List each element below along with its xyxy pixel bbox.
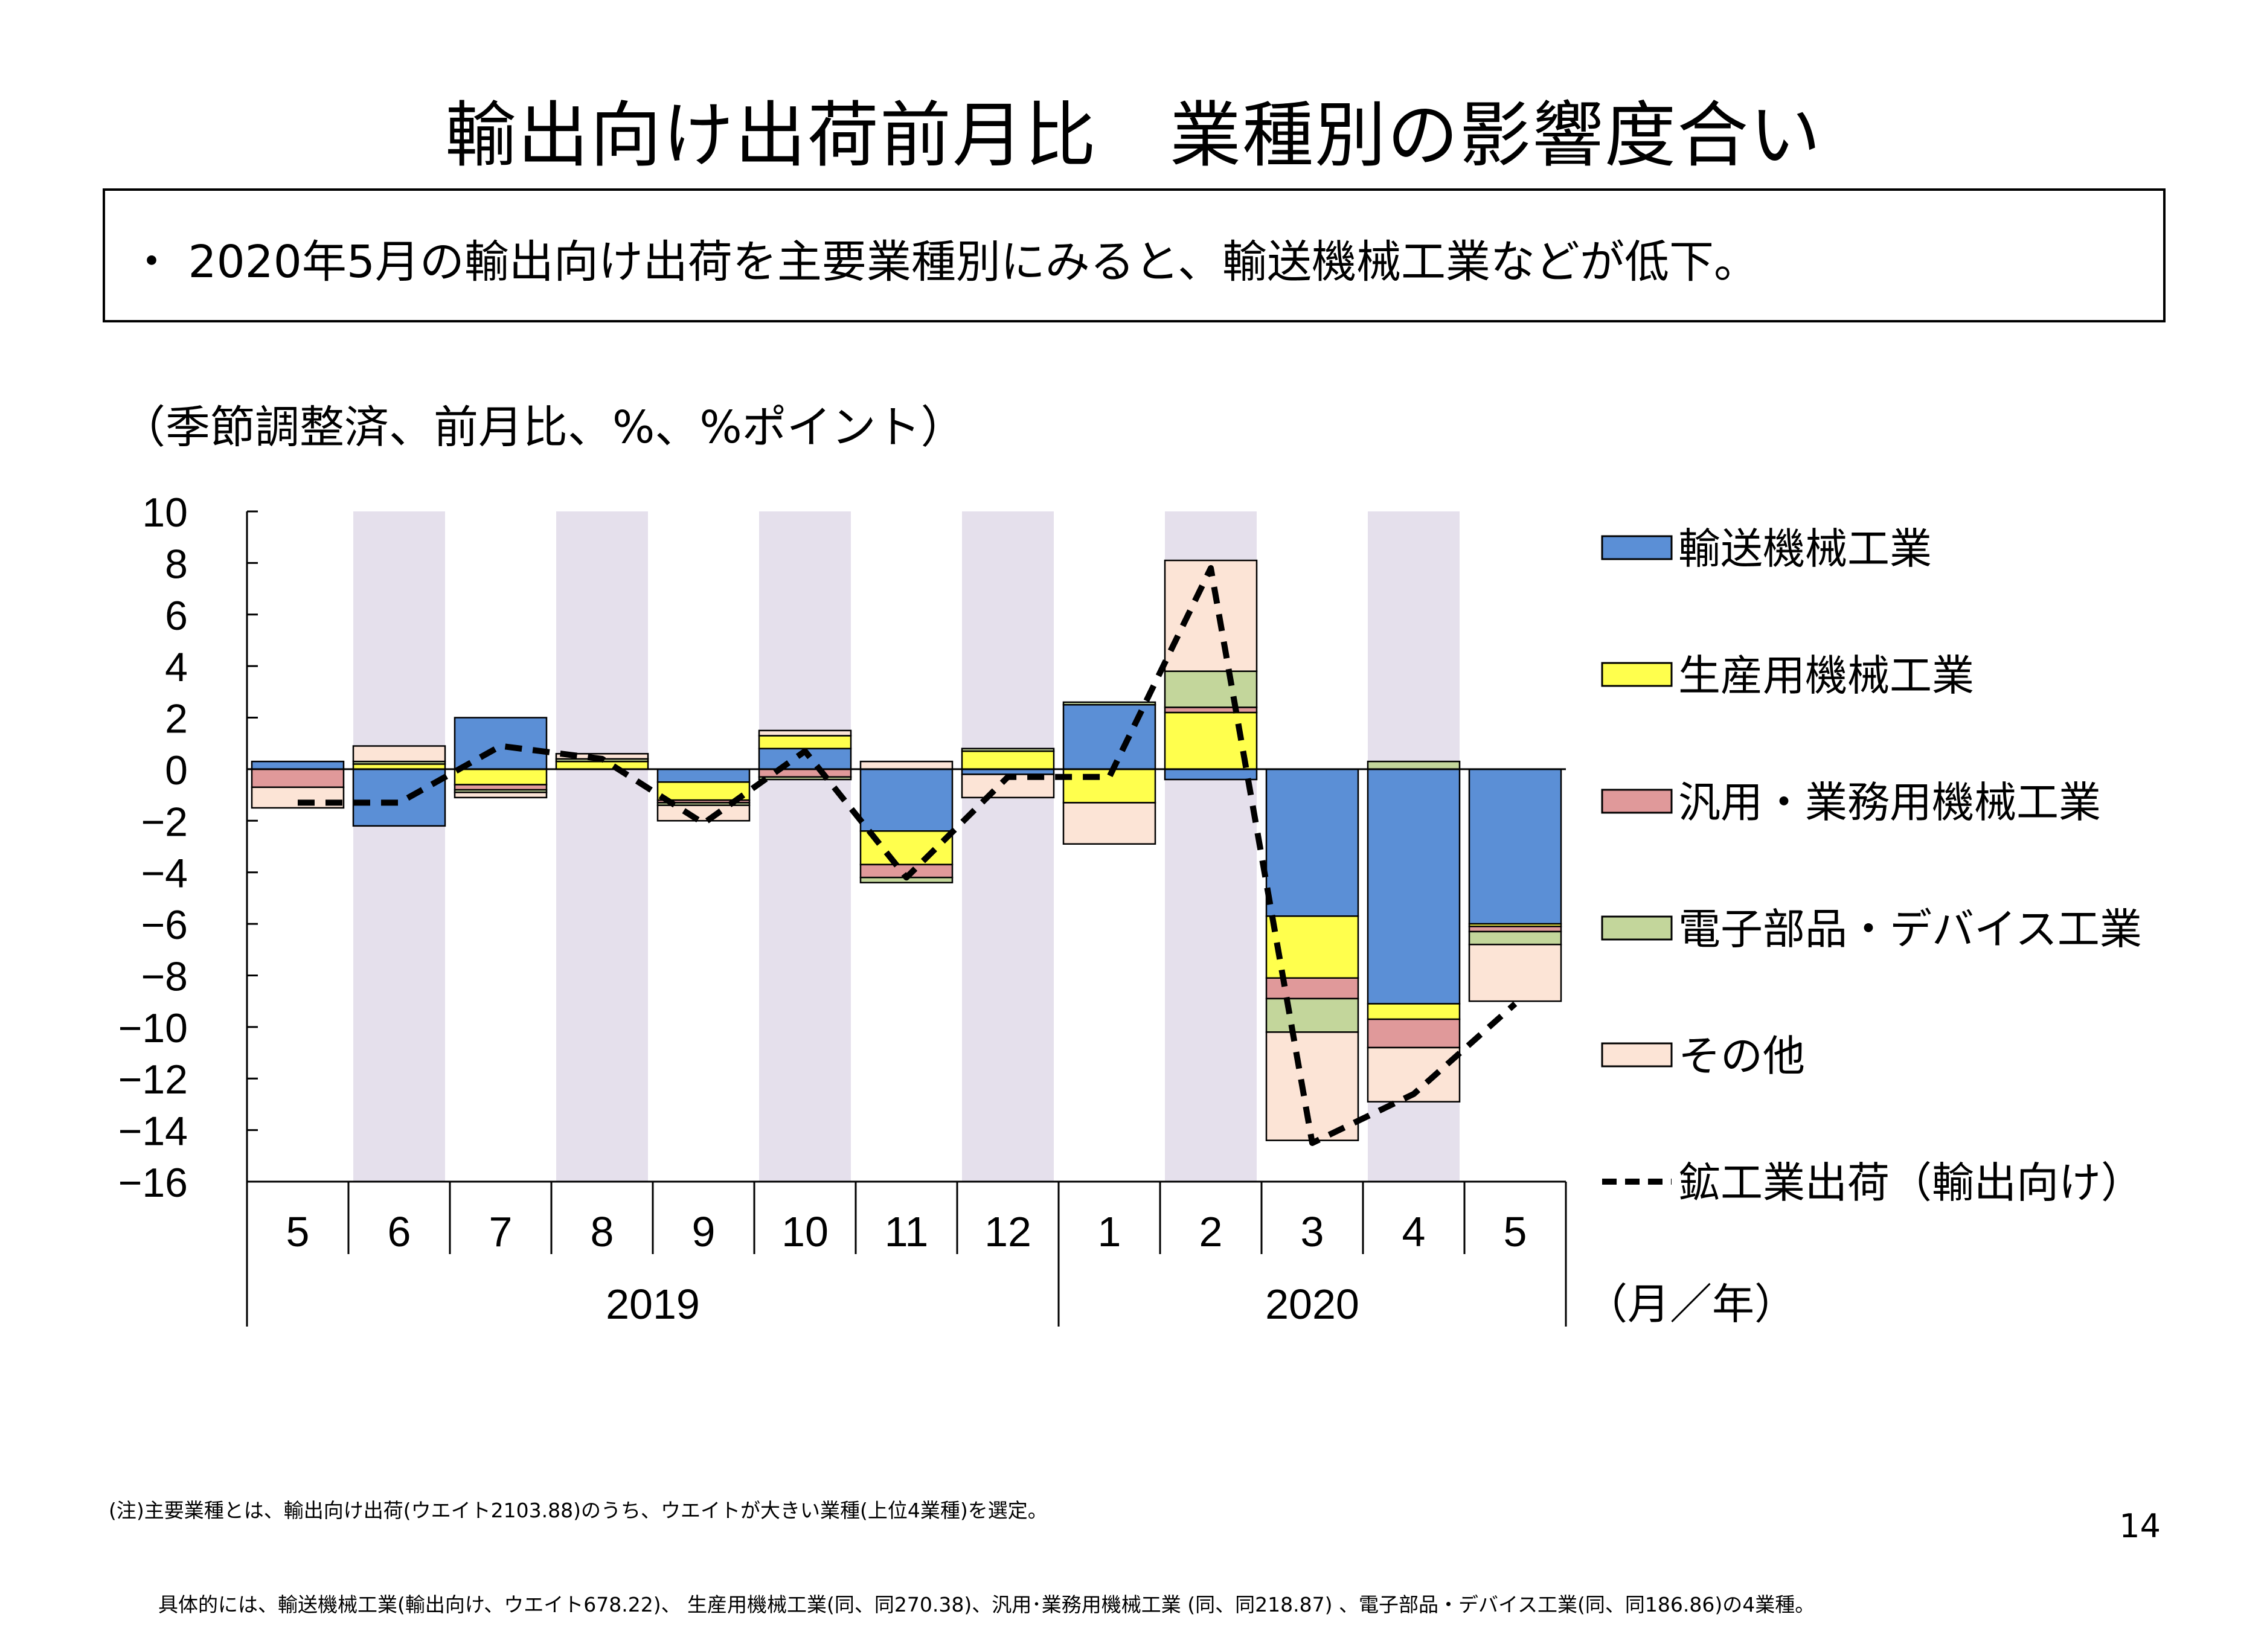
y-tick-label: 0 [165,748,188,793]
legend-label-production: 生産用機械工業 [1678,652,1974,699]
bar-production-7 [961,750,1055,770]
bar-general-2 [454,784,548,791]
bar-other-8 [1062,802,1156,845]
x-unit-label: （月／年） [1585,1281,1797,1328]
legend-label-electronic: 電子部品・デバイス工業 [1678,906,2142,953]
legend-swatch-general [1601,789,1673,814]
footnote-line-2: 具体的には、輸送機械工業(輸出向け、ウエイト678.22)、 生産用機械工業(同… [158,1593,1815,1616]
bar-general-10 [1265,977,1359,1000]
x-tick-label-12: 5 [1504,1208,1527,1255]
y-tick-label: 4 [165,644,188,690]
bar-production-3 [555,760,649,770]
shade-band-7 [962,511,1054,1182]
x-tick-label-8: 1 [1098,1208,1121,1255]
legend-label-other: その他 [1678,1032,1805,1080]
bar-transport-12 [1468,768,1562,925]
bar-electronic-7 [961,748,1055,752]
shade-band-1 [353,511,445,1182]
bar-production-5 [758,735,852,750]
y-tick-label: −8 [141,953,188,999]
x-tick-label-7: 12 [984,1208,1031,1255]
bar-transport-9 [1164,768,1258,781]
bar-electronic-8 [1062,701,1156,706]
unit-label: （季節調整済、前月比、%、%ポイント） [121,402,966,453]
x-tick-label-2: 7 [489,1208,513,1255]
bar-other-9 [1164,559,1258,672]
bar-electronic-12 [1468,930,1562,946]
bar-general-12 [1468,926,1562,933]
bar-production-10 [1265,915,1359,979]
y-tick-label: 8 [165,541,188,587]
shade-band-3 [556,511,648,1182]
legend-label-transport: 輸送機械工業 [1678,525,1932,572]
legend-swatch-electronic [1601,915,1673,941]
bar-other-1 [352,745,446,763]
y-tick-label: −14 [118,1109,188,1154]
legend-swatch-other [1601,1042,1673,1068]
shade-band-5 [759,511,851,1182]
footnote-line-1: (注)主要業種とは、輸出向け出荷(ウエイト2103.88)のうち、ウエイトが大き… [109,1499,1048,1522]
x-tick-label-4: 9 [692,1208,716,1255]
y-tick-label: −10 [118,1005,188,1051]
bar-transport-6 [859,768,954,832]
bar-transport-11 [1367,768,1461,1005]
legend-label-line: 鉱工業出荷（輸出向け） [1678,1159,2143,1206]
summary-text: ・ 2020年5月の輸出向け出荷を主要業種別にみると、輸送機械工業などが低下。 [129,236,1759,288]
bar-transport-2 [454,717,548,770]
x-tick-label-5: 10 [781,1208,829,1255]
bar-production-2 [454,768,548,786]
bar-electronic-9 [1164,670,1258,708]
bar-production-9 [1164,711,1258,770]
x-tick-label-11: 4 [1402,1208,1426,1255]
bar-general-9 [1164,706,1258,714]
x-tick-label-9: 2 [1199,1208,1223,1255]
bar-other-4 [656,804,751,822]
legend-swatch-transport [1601,535,1673,560]
year-label-2020: 2020 [1265,1281,1359,1328]
bar-other-5 [758,729,852,737]
x-tick-label-10: 3 [1301,1208,1324,1255]
y-tick-label: −6 [141,902,188,948]
footnotes: (注)主要業種とは、輸出向け出荷(ウエイト2103.88)のうち、ウエイトが大き… [109,1432,1815,1652]
x-tick-label-3: 8 [591,1208,614,1255]
legend-swatch-production [1601,662,1673,687]
summary-box: ・ 2020年5月の輸出向け出荷を主要業種別にみると、輸送機械工業などが低下。 [103,188,2166,322]
bar-electronic-11 [1367,760,1461,770]
bar-transport-4 [656,768,751,783]
y-tick-label: −4 [141,851,188,897]
year-label-2019: 2019 [606,1281,700,1328]
y-tick-label: −16 [118,1160,188,1206]
y-tick-label: 2 [165,696,188,742]
bar-general-5 [758,768,852,778]
x-tick-label-0: 5 [286,1208,310,1255]
bar-general-11 [1367,1018,1461,1049]
y-tick-label: −12 [118,1057,188,1103]
bar-general-0 [251,768,345,789]
bar-other-10 [1265,1031,1359,1141]
y-tick-label: −2 [141,799,188,845]
bar-transport-1 [352,768,446,827]
bar-electronic-10 [1265,997,1359,1033]
page-title: 輸出向け出荷前月比 業種別の影響度合い [444,94,1822,177]
line-series-total [298,565,1518,1146]
bar-other-6 [859,760,954,770]
x-tick-label-1: 6 [388,1208,411,1255]
x-tick-label-6: 11 [885,1208,929,1255]
bar-electronic-5 [758,776,852,781]
bar-production-4 [656,781,751,801]
bar-transport-10 [1265,768,1359,917]
legend-label-general: 汎用・業務用機械工業 [1678,779,2101,826]
page-number: 14 [2119,1507,2161,1545]
y-tick-label: 10 [142,490,188,536]
bar-other-2 [454,792,548,799]
y-tick-label: 6 [165,593,188,639]
bar-transport-0 [251,760,345,770]
bar-other-12 [1468,943,1562,1002]
bar-production-11 [1367,1003,1461,1020]
